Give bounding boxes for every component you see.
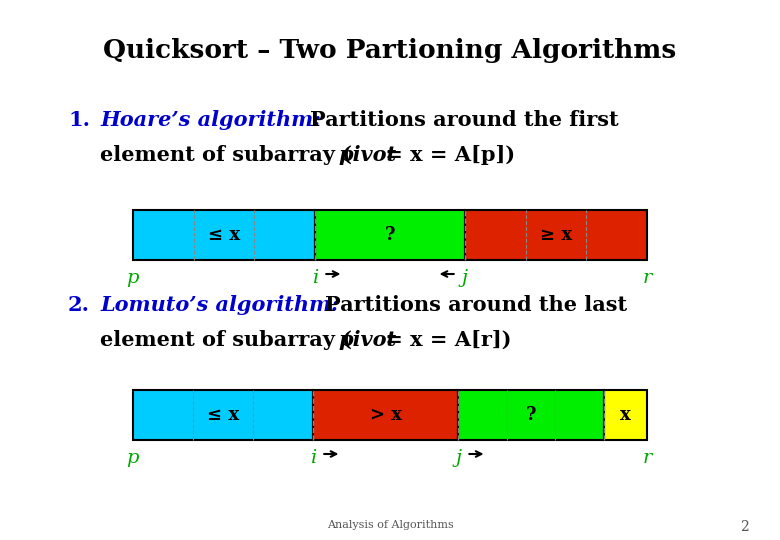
- Text: r: r: [643, 449, 652, 467]
- Text: i: i: [312, 269, 318, 287]
- Bar: [133, 390, 314, 440]
- Text: > x: > x: [370, 406, 402, 424]
- Text: Partitions around the first: Partitions around the first: [310, 110, 619, 130]
- Bar: [133, 210, 315, 260]
- Bar: [459, 390, 604, 440]
- Text: r: r: [643, 269, 652, 287]
- Text: Partitions around the last: Partitions around the last: [325, 295, 627, 315]
- Text: ?: ?: [385, 226, 395, 244]
- Text: pivot: pivot: [338, 330, 396, 350]
- Bar: [315, 210, 465, 260]
- Text: x: x: [620, 406, 631, 424]
- Text: j: j: [456, 449, 462, 467]
- Text: ?: ?: [526, 406, 536, 424]
- Text: i: i: [310, 449, 317, 467]
- Text: j: j: [462, 269, 468, 287]
- Text: Lomuto’s algorithm:: Lomuto’s algorithm:: [100, 295, 339, 315]
- Text: pivot: pivot: [338, 145, 396, 165]
- Text: Analysis of Algorithms: Analysis of Algorithms: [327, 520, 453, 530]
- Text: 1.: 1.: [68, 110, 90, 130]
- Text: element of subarray (: element of subarray (: [100, 330, 352, 350]
- Text: Quicksort – Two Partioning Algorithms: Quicksort – Two Partioning Algorithms: [104, 38, 676, 63]
- Text: 2: 2: [740, 520, 749, 534]
- Text: element of subarray (: element of subarray (: [100, 145, 352, 165]
- Text: p: p: [126, 269, 139, 287]
- Text: = x = A[r]): = x = A[r]): [378, 330, 512, 350]
- Bar: [465, 210, 647, 260]
- Text: Hoare’s algorithm:: Hoare’s algorithm:: [100, 110, 321, 130]
- Text: ≤ x: ≤ x: [208, 226, 240, 244]
- Text: ≥ x: ≥ x: [540, 226, 572, 244]
- Bar: [604, 390, 647, 440]
- Bar: [314, 390, 459, 440]
- Text: = x = A[p]): = x = A[p]): [378, 145, 515, 165]
- Text: p: p: [126, 449, 139, 467]
- Text: ≤ x: ≤ x: [207, 406, 239, 424]
- Text: 2.: 2.: [68, 295, 90, 315]
